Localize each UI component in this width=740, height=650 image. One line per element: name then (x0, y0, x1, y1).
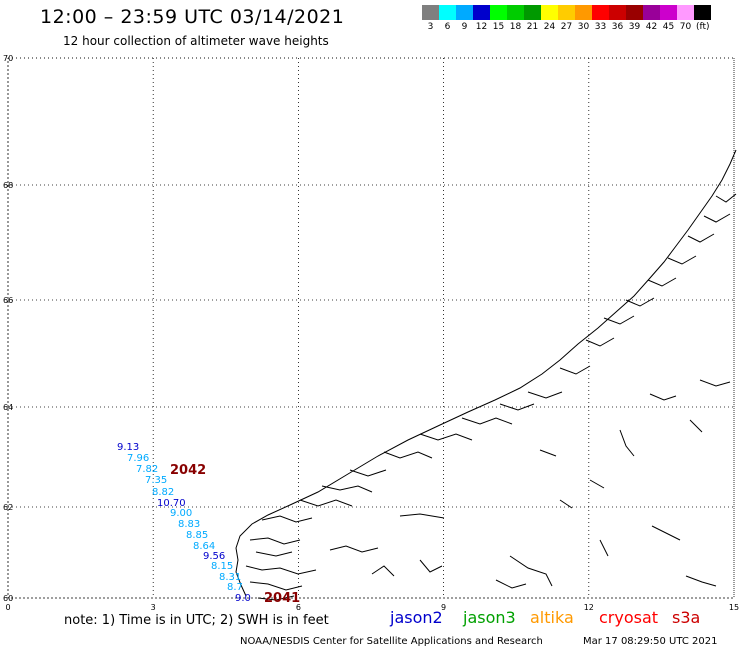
wave-height-track: 9.137.967.827.358.8210.709.008.838.858.6… (117, 442, 251, 604)
legend-swatch (626, 5, 643, 20)
longitude-tick-label: 6 (296, 603, 301, 612)
pass-labels: 2042 2041 (170, 463, 300, 606)
legend-swatch (609, 5, 626, 20)
latitude-tick-label: 62 (3, 503, 13, 512)
wave-height-label: 8.82 (152, 487, 174, 498)
latitude-tick-label: 66 (3, 296, 13, 305)
legend-swatch (643, 5, 660, 20)
longitude-tick-label: 15 (729, 603, 739, 612)
legend-label: 70 (679, 22, 692, 32)
wave-height-label: 8.85 (186, 530, 208, 541)
legend-label: 24 (543, 22, 556, 32)
legend-label: 6 (444, 22, 451, 32)
legend-swatch (422, 5, 439, 20)
legend-label: 42 (645, 22, 658, 32)
longitude-tick-label: 12 (584, 603, 594, 612)
wave-height-label: 9.13 (117, 442, 139, 453)
satellite-name: cryosat (599, 608, 659, 627)
satellite-name: jason3 (463, 608, 516, 627)
legend-swatch (677, 5, 694, 20)
legend-label: 39 (628, 22, 641, 32)
legend-label: 30 (577, 22, 590, 32)
latitude-tick-label: 60 (3, 594, 13, 603)
latitude-tick-label: 64 (3, 403, 13, 412)
coastline-norway (235, 149, 737, 601)
legend-label: 12 (475, 22, 488, 32)
legend-label: 18 (509, 22, 522, 32)
satellite-name: s3a (672, 608, 701, 627)
wave-height-label: 7.35 (145, 475, 167, 486)
wave-height-label: 8.64 (193, 541, 215, 552)
legend-swatch (660, 5, 677, 20)
legend-unit: (ft) (696, 22, 710, 32)
wave-height-label: 7.82 (136, 464, 158, 475)
legend-label: 21 (526, 22, 539, 32)
legend-label: 3 (427, 22, 434, 32)
legend-swatch (507, 5, 524, 20)
legend-swatch (592, 5, 609, 20)
legend-swatch (558, 5, 575, 20)
latitude-tick-label: 68 (3, 181, 13, 190)
wave-height-label: 7.96 (127, 453, 149, 464)
longitude-tick-label: 3 (151, 603, 156, 612)
legend-swatch (439, 5, 456, 20)
legend-label: 9 (461, 22, 468, 32)
legend-swatch (694, 5, 711, 20)
legend-label: 15 (492, 22, 505, 32)
legend-label: 45 (662, 22, 675, 32)
legend-swatch (575, 5, 592, 20)
wave-height-label: 8.7 (227, 582, 243, 593)
legend-swatch (473, 5, 490, 20)
legend-swatch (456, 5, 473, 20)
satellite-name: altika (530, 608, 574, 627)
color-scale-labels: 3 6 9 12 15 18 21 24 27 30 33 36 39 42 45 70 (ft) (422, 22, 710, 32)
legend-label: 33 (594, 22, 607, 32)
wave-height-label: 9.00 (170, 508, 192, 519)
pass-time-label: 2041 (264, 591, 300, 606)
legend-label: 27 (560, 22, 573, 32)
wave-height-label: 9.56 (203, 551, 225, 562)
latitude-tick-label: 70 (3, 54, 13, 63)
wave-height-label: 8.31 (219, 572, 241, 583)
legend-swatch (524, 5, 541, 20)
satellite-name: jason2 (390, 608, 443, 627)
map-title: 12:00 – 23:59 UTC 03/14/2021 (40, 6, 345, 28)
map-grid: 0 3 6 9 12 15 70 68 66 64 62 60 (3, 54, 739, 612)
credit-text: NOAA/NESDIS Center for Satellite Applica… (240, 636, 543, 647)
longitude-tick-label: 0 (5, 603, 10, 612)
color-scale-legend (422, 5, 711, 20)
legend-swatch (490, 5, 507, 20)
legend-swatch (541, 5, 558, 20)
wave-height-label: 8.15 (211, 561, 233, 572)
map-subtitle: 12 hour collection of altimeter wave hei… (63, 34, 329, 48)
longitude-tick-label: 9 (441, 603, 446, 612)
map-frame (7, 57, 735, 599)
legend-label: 36 (611, 22, 624, 32)
generated-timestamp: Mar 17 08:29:50 UTC 2021 (583, 636, 718, 647)
wave-height-label: 8.83 (178, 519, 200, 530)
footnote: note: 1) Time is in UTC; 2) SWH is in fe… (64, 613, 329, 628)
wave-height-label: 10.70 (157, 498, 186, 509)
wave-height-label: 9.0 (235, 593, 251, 604)
pass-time-label: 2042 (170, 463, 206, 478)
